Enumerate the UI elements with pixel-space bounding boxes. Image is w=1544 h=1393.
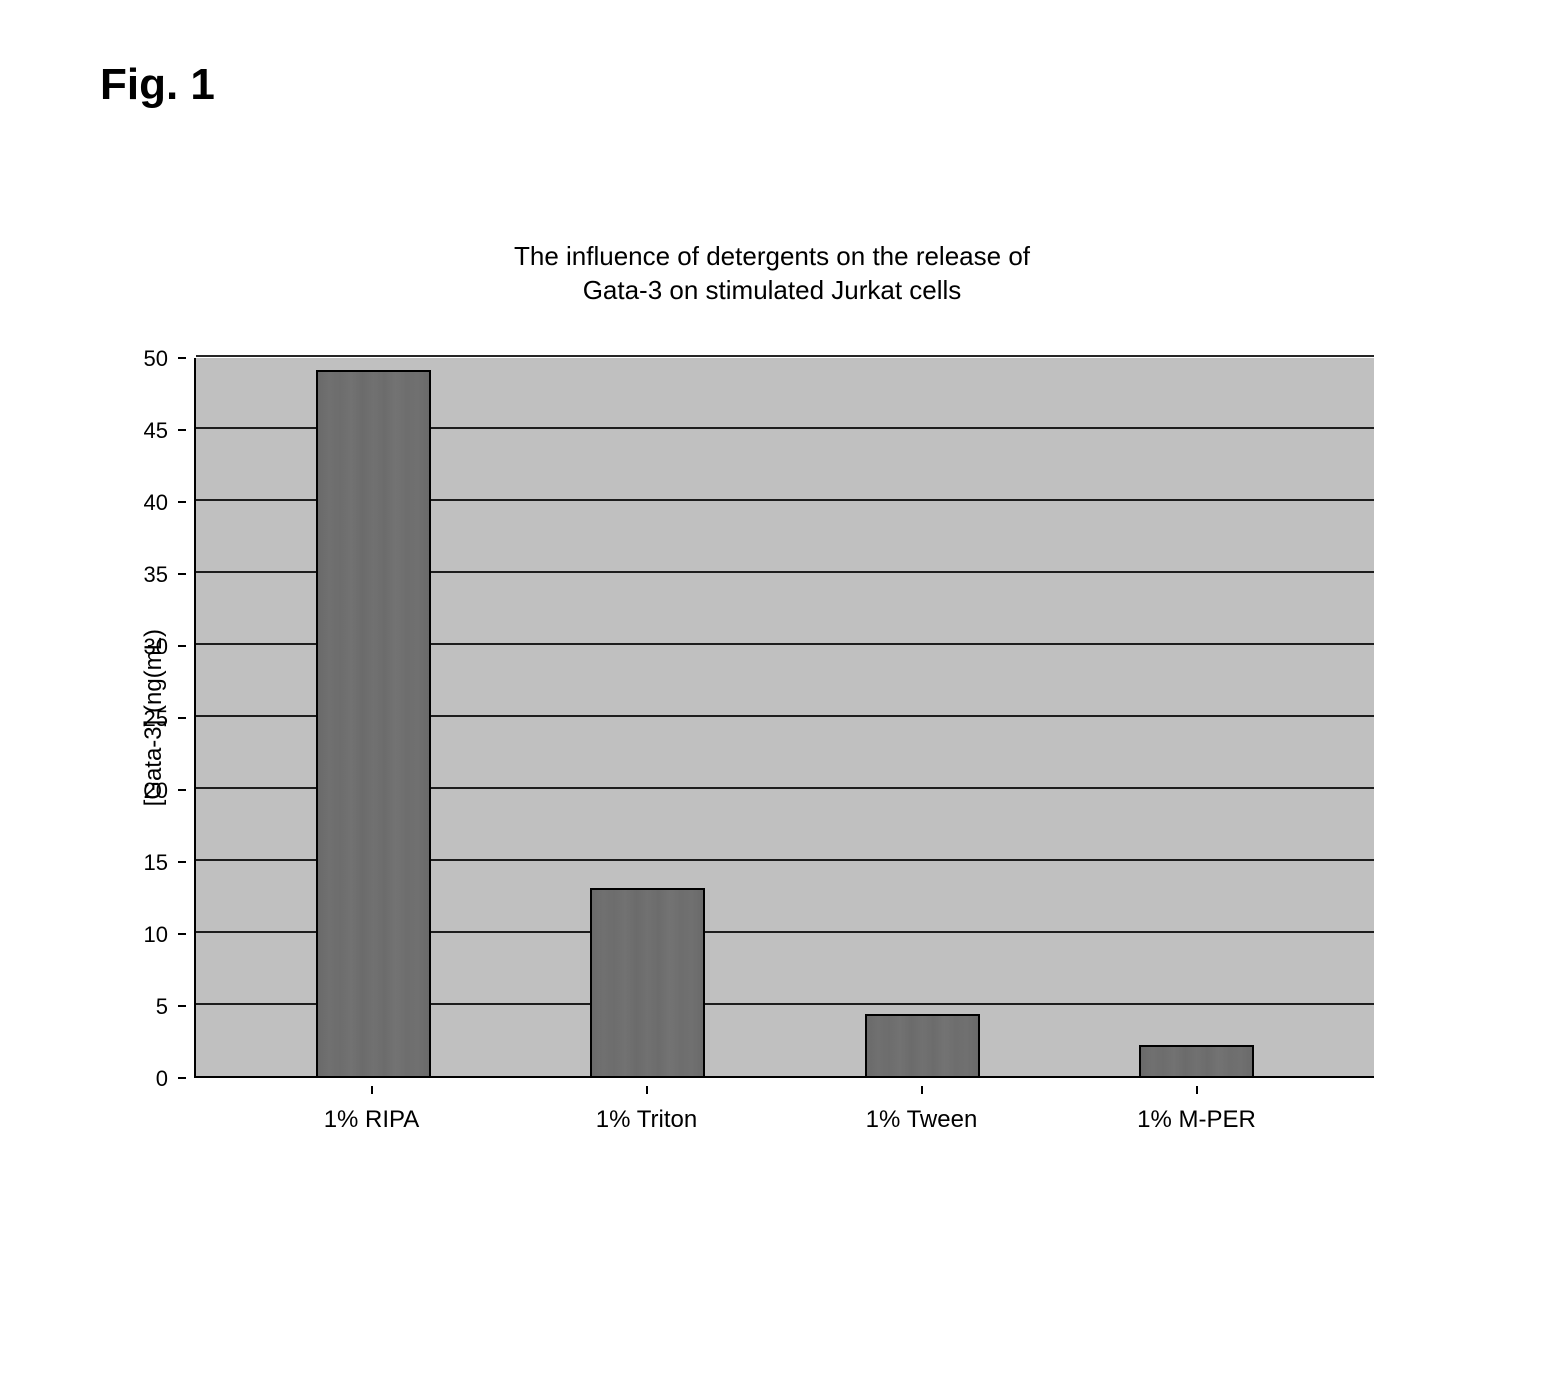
y-tick-label: 25 xyxy=(144,706,168,732)
y-tick-label: 5 xyxy=(156,994,168,1020)
x-tick-label: 1% RIPA xyxy=(324,1106,420,1134)
y-tick-mark xyxy=(178,357,186,359)
y-tick-label: 0 xyxy=(156,1066,168,1092)
x-tick-mark xyxy=(371,1086,373,1094)
bars-container xyxy=(196,358,1374,1076)
y-tick-mark xyxy=(178,1077,186,1079)
y-tick-label: 40 xyxy=(144,490,168,516)
y-tick-mark xyxy=(178,573,186,575)
x-axis: 1% RIPA 1% Triton 1% Tween 1% M-PER xyxy=(194,1086,1374,1134)
y-tick-label: 20 xyxy=(144,778,168,804)
y-tick-mark xyxy=(178,717,186,719)
x-tick-mark xyxy=(646,1086,648,1094)
chart-wrapper: [Gata-3] (ng(mL) 50454035302520151050 1%… xyxy=(140,358,1464,1134)
bar xyxy=(1139,1045,1254,1075)
x-tick-label: 1% M-PER xyxy=(1137,1106,1256,1134)
x-tick: 1% Triton xyxy=(589,1086,704,1134)
y-tick-mark xyxy=(178,501,186,503)
x-tick: 1% Tween xyxy=(864,1086,979,1134)
x-tick: 1% RIPA xyxy=(314,1086,429,1134)
y-tick-mark xyxy=(178,645,186,647)
y-tick-mark xyxy=(178,933,186,935)
x-tick: 1% M-PER xyxy=(1139,1086,1254,1134)
y-axis: 50454035302520151050 xyxy=(186,358,194,1078)
y-tick-label: 35 xyxy=(144,562,168,588)
y-tick-label: 30 xyxy=(144,634,168,660)
gridline xyxy=(196,355,1374,357)
bar xyxy=(590,888,705,1075)
x-tick-label: 1% Triton xyxy=(596,1106,697,1134)
y-tick-label: 10 xyxy=(144,922,168,948)
y-tick-mark xyxy=(178,861,186,863)
bar xyxy=(316,370,431,1076)
x-tick-mark xyxy=(921,1086,923,1094)
x-tick-label: 1% Tween xyxy=(866,1106,978,1134)
chart-title-line2: Gata-3 on stimulated Jurkat cells xyxy=(80,274,1464,308)
figure-label: Fig. 1 xyxy=(100,60,1464,110)
bar xyxy=(865,1014,980,1076)
y-tick-label: 15 xyxy=(144,850,168,876)
x-tick-mark xyxy=(1196,1086,1198,1094)
chart-title: The influence of detergents on the relea… xyxy=(80,240,1464,308)
plot-area xyxy=(194,358,1374,1078)
y-tick-mark xyxy=(178,1005,186,1007)
chart-title-line1: The influence of detergents on the relea… xyxy=(80,240,1464,274)
y-tick-mark xyxy=(178,429,186,431)
y-tick-mark xyxy=(178,789,186,791)
y-tick-label: 50 xyxy=(144,346,168,372)
y-tick-label: 45 xyxy=(144,418,168,444)
